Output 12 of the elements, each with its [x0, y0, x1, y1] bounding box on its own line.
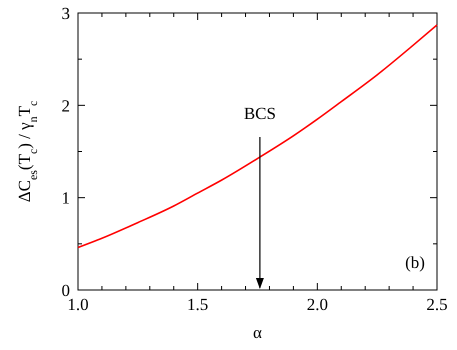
- y-tick-label: 2: [62, 96, 70, 116]
- annotation: (b): [405, 253, 425, 272]
- x-tick-label: 2.5: [426, 295, 448, 314]
- y-tick-label: 1: [62, 188, 70, 208]
- x-tick-label: 1.0: [67, 295, 89, 314]
- y-tick-label: 0: [62, 281, 70, 300]
- x-tick-label: 1.5: [187, 295, 208, 314]
- annotation: BCS: [244, 104, 276, 124]
- y-tick-label: 3: [62, 4, 70, 23]
- line-series: [77, 24, 438, 248]
- x-tick-label: 2.0: [306, 295, 328, 314]
- x-axis-title: α: [253, 323, 262, 342]
